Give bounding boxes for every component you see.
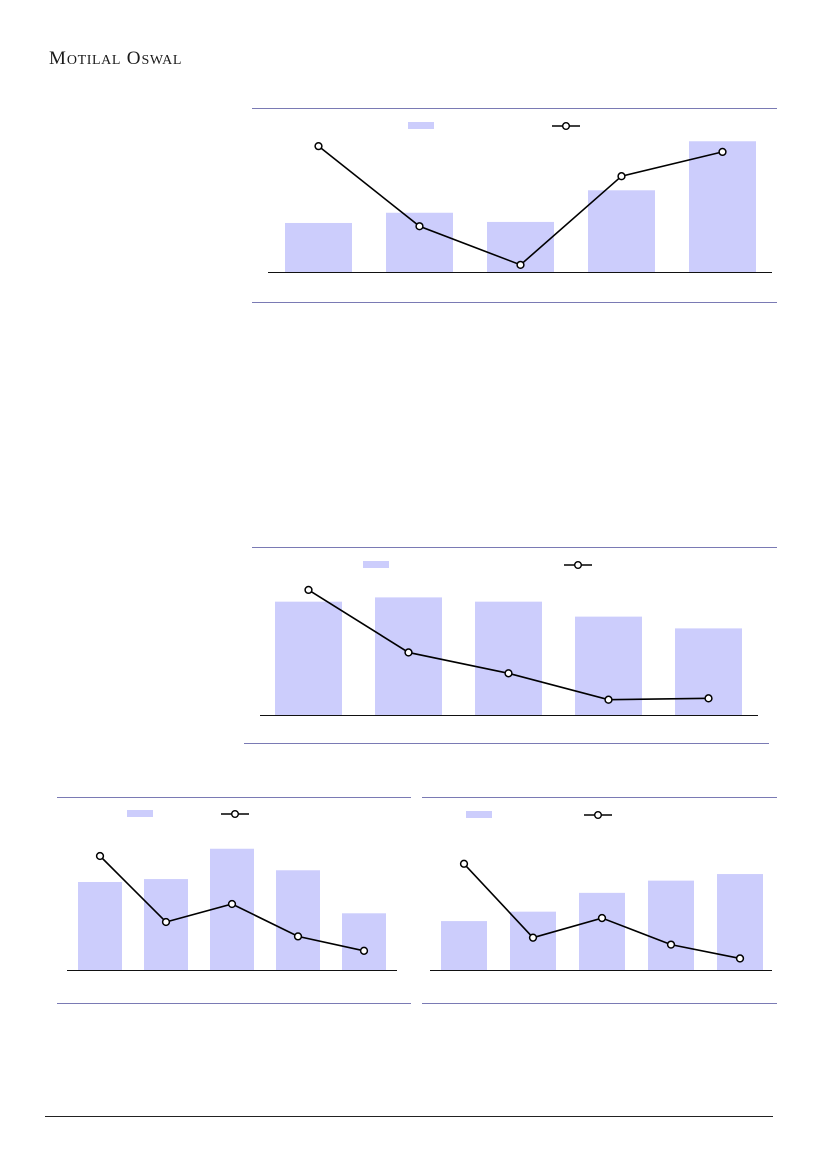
chart-1-top-rule bbox=[252, 108, 777, 109]
line-point-4 bbox=[666, 940, 676, 949]
bar-4 bbox=[588, 190, 655, 272]
legend-line-marker bbox=[230, 809, 239, 818]
bar-2 bbox=[386, 212, 453, 272]
bar-4 bbox=[648, 880, 694, 970]
bar-1 bbox=[275, 601, 342, 715]
brand-rest-2: SWAL bbox=[141, 53, 183, 68]
footer-rule bbox=[45, 1116, 773, 1117]
line-point-1 bbox=[459, 859, 469, 868]
legend-line-marker bbox=[593, 810, 602, 819]
line-point-3 bbox=[504, 669, 513, 678]
bar-3 bbox=[475, 601, 542, 715]
bar-1 bbox=[441, 921, 487, 970]
brand-rest-1: OTILAL bbox=[66, 53, 122, 68]
chart-4 bbox=[422, 798, 777, 1003]
bar-5 bbox=[689, 141, 756, 272]
chart-3-svg bbox=[67, 809, 397, 971]
legend-line-marker bbox=[562, 121, 571, 130]
bar-5 bbox=[342, 913, 386, 970]
line-point-3 bbox=[597, 913, 607, 923]
legend-bar-swatch bbox=[408, 122, 434, 129]
legend-bar-swatch bbox=[127, 810, 153, 817]
chart-1-svg bbox=[268, 121, 772, 273]
bar-4 bbox=[276, 870, 320, 970]
brand-initial-2: O bbox=[126, 48, 142, 69]
line-point-5 bbox=[735, 954, 745, 963]
line-point-4 bbox=[604, 695, 613, 704]
bar-1 bbox=[78, 882, 122, 970]
line-point-5 bbox=[704, 694, 713, 703]
chart-3 bbox=[57, 798, 411, 1003]
chart-1-bottom-rule bbox=[252, 302, 777, 303]
chart-3-top-rule bbox=[57, 797, 411, 798]
chart-4-top-rule bbox=[422, 797, 777, 798]
line-point-2 bbox=[528, 933, 538, 942]
line-point-1 bbox=[95, 851, 105, 861]
line-point-3 bbox=[227, 899, 237, 909]
brand-logo: MOTILAL OSWAL bbox=[49, 48, 182, 70]
bar-3 bbox=[210, 848, 254, 970]
chart-4-bottom-rule bbox=[422, 1003, 777, 1004]
chart-2-bottom-rule bbox=[244, 743, 769, 744]
chart-1 bbox=[252, 109, 777, 302]
line-point-5 bbox=[718, 147, 727, 157]
bar-1 bbox=[285, 222, 352, 272]
line-point-2 bbox=[161, 917, 171, 927]
line-point-3 bbox=[516, 260, 525, 270]
chart-3-bottom-rule bbox=[57, 1003, 411, 1004]
line-point-2 bbox=[404, 648, 413, 657]
line-point-1 bbox=[314, 142, 323, 151]
legend-line-marker bbox=[574, 560, 583, 569]
chart-4-svg bbox=[430, 810, 772, 971]
chart-2-top-rule bbox=[252, 547, 777, 548]
line-point-1 bbox=[304, 585, 313, 595]
bar-3 bbox=[579, 892, 625, 970]
chart-2-svg bbox=[260, 560, 758, 716]
line-point-5 bbox=[359, 946, 369, 955]
brand-initial-1: M bbox=[49, 48, 67, 69]
line-point-4 bbox=[293, 932, 303, 941]
bar-5 bbox=[717, 874, 763, 970]
line-point-4 bbox=[617, 172, 626, 181]
legend-bar-swatch bbox=[363, 561, 389, 568]
legend-bar-swatch bbox=[466, 811, 492, 818]
chart-2 bbox=[244, 548, 770, 744]
line-point-2 bbox=[415, 222, 424, 231]
